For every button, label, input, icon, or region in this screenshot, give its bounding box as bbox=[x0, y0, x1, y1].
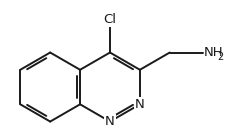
Text: Cl: Cl bbox=[103, 13, 117, 26]
Text: NH: NH bbox=[204, 46, 224, 59]
Text: N: N bbox=[105, 115, 115, 128]
Text: 2: 2 bbox=[217, 52, 223, 62]
Text: N: N bbox=[135, 98, 145, 111]
